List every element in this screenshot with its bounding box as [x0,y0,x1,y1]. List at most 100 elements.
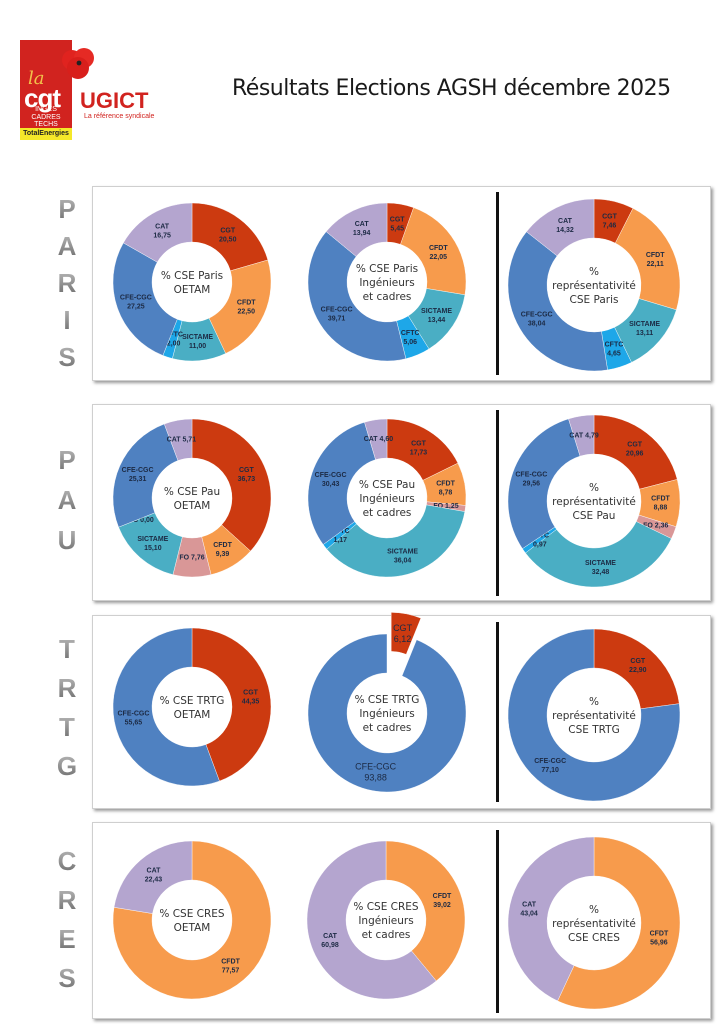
data-label-name: CFDT [433,893,452,900]
site-letter: G [52,753,82,779]
donut-chart-cres-repr: CFDT 56,96 CAT 43,04% représentativité CSE CR… [507,836,681,1010]
data-label-name: CFE-CGC [117,711,149,718]
data-label-cfdt: CFDT 8,78 [436,480,455,496]
data-label-value: 1,17 [333,537,347,544]
data-label-cftc: CFTC 2,00 [164,332,183,348]
slice-cfe-cgc [507,418,581,549]
donut-chart-cres-oetam: CFDT 77,57 CAT 22,43 % CSE CRES OETAM [112,840,272,1000]
data-label-value: 93,88 [364,772,387,782]
data-label-name: CFE-CGC [355,761,396,771]
data-label-name: CFTC [401,330,420,337]
data-label-cfe-cgc: CFE-CGC 93,88 [355,761,396,782]
donut-chart-cres-ic: CFDT 39,02 CAT 60,98 % CSE CRES Ingénieurs et … [306,840,466,1000]
data-label-name: CFE-CGC [321,307,353,314]
data-label-cat: CAT 5,71 [167,436,197,443]
data-label-name: SICTAME [585,560,616,567]
slice-cfdt [557,836,681,1010]
site-letter: R [52,887,82,913]
data-label-value: 39,02 [433,902,451,909]
data-label-cfe-cgc: CFE-CGC 27,25 [120,295,152,311]
data-label-value: 5,06 [403,339,417,346]
chart-title-line: représentativité [552,918,636,930]
data-label-name: SICTAME [387,548,418,555]
chart-title-line: OETAM [174,284,211,296]
data-label-value: 13,94 [353,230,371,237]
data-label-cat: CAT 43,04 [520,902,538,918]
data-label-value: 77,57 [222,967,240,974]
data-label-name: CFE-CGC [521,312,553,319]
data-label-value: 60,98 [321,942,339,949]
data-label-cfe-cgc: CFE-CGC 77,10 [534,758,566,774]
slice-cat [568,414,595,457]
data-label-name: CFDT [650,930,669,937]
chart-title-line: CSE TRTG [568,724,619,736]
chart-title: % représentativité CSE Paris [552,266,636,306]
data-label-value: 0,97 [533,542,547,549]
slice-cgt [593,628,680,710]
data-label-cfe-cgc: CFE-CGC 55,65 [117,711,149,727]
chart-title: % CSE CRES Ingénieurs et cadres [353,901,419,941]
data-label-name: CAT [522,902,537,909]
donut-chart-trtg-oetam: CGT 44,35 CFE-CGC 55,65 % CSE TRTG OETAM [112,627,272,787]
site-letter: U [52,527,82,553]
data-label-value: 8,78 [439,489,453,496]
data-label-value: 6,12 [394,634,412,644]
data-label-value: 56,96 [650,939,668,946]
data-label-name: CFTC [605,341,624,348]
column-separator [496,192,499,375]
data-label-name: CFDT [651,496,670,503]
chart-title-line: % CSE Pau [359,479,415,491]
chart-title-line: % CSE CRES [353,901,419,913]
data-label-cat: CAT 4,79 [569,432,599,439]
slice-cgt [191,418,272,552]
data-label-name: CGT [630,658,646,665]
slice-cfe-cgc [507,628,681,802]
data-label-name: CFDT [646,252,665,259]
logo-la-text: la [28,68,45,89]
data-label-name: CGT [393,623,413,633]
data-label-fo: FO 2,36 [643,523,668,530]
data-label-value: 30,43 [322,481,340,488]
logo-cgt-text: cgt [24,83,61,113]
data-label-name: CFTC [164,332,183,339]
data-label-value: 11,00 [189,343,206,350]
data-label-cfdt: CFDT 39,02 [433,893,452,909]
chart-title: % CSE CRES OETAM [159,908,225,934]
data-label-name: CFE-CGC [515,472,547,479]
chart-title-line: % CSE CRES [159,908,225,920]
chart-title-line: % [589,482,599,494]
donut-chart-paris-repr: CGT 7,46 CFDT 22,11 SICTAME 13,11 CFTC 4,65 CFE-… [507,198,681,372]
site-letter: S [52,965,82,991]
column-separator [496,622,499,802]
data-label-name: SICTAME [137,536,168,543]
slice-cfdt [112,840,272,1000]
data-label-cgt: CGT 6,12 [393,623,413,644]
chart-title-line: % [589,904,599,916]
chart-title-line: Ingénieurs [359,708,414,720]
data-label-name: SICTAME [182,334,213,341]
data-label-cftc: CFTC 4,65 [605,341,624,357]
chart-title: % représentativité CSE TRTG [552,696,636,736]
data-label-cfe-cgc: CFE-CGC 30,43 [315,472,347,488]
data-label-value: 77,10 [541,767,559,774]
data-label-cat: CAT 14,32 [556,218,574,234]
data-label-name: CAT [147,868,162,875]
donut-chart-paris-ic: CGT 5,45 CFDT 22,05 SICTAME 13,44 CFTC 5,06 CFE-… [307,202,467,362]
site-letter: P [52,447,82,473]
data-label-text: CAT 4,60 [364,436,394,443]
slice-cat [123,202,193,263]
data-label-value: 29,56 [523,481,541,488]
chart-title: % CSE Paris OETAM [161,270,223,296]
site-letter: I [52,307,82,333]
data-label-fo: FO 1,25 [433,503,458,510]
data-label-value: 36,04 [394,557,412,564]
slice-cfe-cgc [307,422,376,545]
donut-chart-paris-oetam: CGT 20,50 CFDT 22,50 SICTAME 11,00 CFTC 2,00 CFE… [112,202,272,362]
data-label-cgt: CGT 20,96 [626,441,644,457]
slice-cat [113,840,193,914]
data-label-value: 39,71 [328,316,346,323]
data-label-value: 43,04 [520,911,538,918]
data-label-sictame: SICTAME 13,11 [629,321,660,337]
slice-sictame [525,521,672,588]
data-label-name: CAT [323,933,338,940]
